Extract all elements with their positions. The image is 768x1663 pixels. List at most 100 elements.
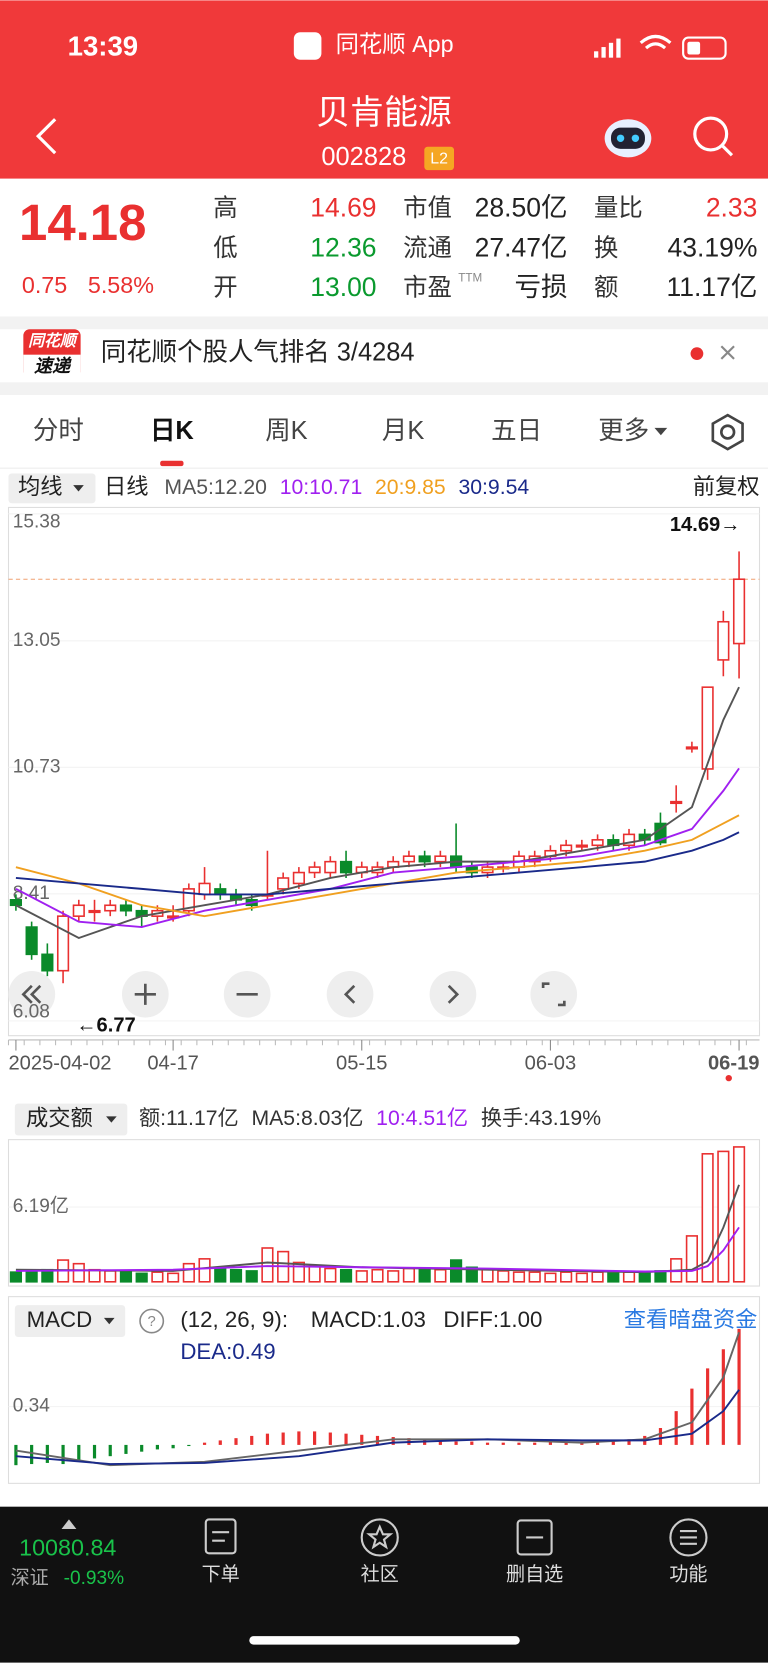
ma-selector-text: 均线: [18, 474, 63, 499]
home-indicator: [249, 1636, 520, 1645]
expand-arrow[interactable]: [61, 1519, 77, 1529]
volume-bar: [622, 1271, 636, 1283]
battery: [682, 36, 727, 60]
volume-bar: [324, 1267, 337, 1283]
volume-selector[interactable]: [14, 1103, 128, 1136]
ma-label: 10:10.71: [280, 476, 363, 499]
indicator-line: [15, 1389, 740, 1465]
nav-icons: [21, 982, 566, 1007]
volume-bar: [654, 1270, 667, 1283]
candle-body: [41, 953, 54, 972]
y-tick-label: 6.08: [13, 1001, 50, 1022]
candle-body: [277, 877, 290, 890]
footer-nav-item[interactable]: 社区: [361, 1564, 399, 1586]
volume-bar: [25, 1270, 38, 1283]
indicator-line: [15, 1226, 740, 1273]
y-tick-label: 10.73: [13, 756, 61, 777]
tab[interactable]: 分时: [33, 417, 84, 445]
banner-text[interactable]: 同花顺个股人气排名 3/4284: [101, 338, 415, 366]
field-label: 额: [594, 274, 618, 301]
candle-body: [198, 882, 211, 896]
candle-body: [560, 844, 573, 852]
clock: 13:39: [68, 30, 139, 61]
y-tick-label: 6.19亿: [13, 1195, 69, 1217]
field-value: 43.19%: [668, 233, 758, 263]
current-dot: [725, 1074, 732, 1082]
indicator-line: [15, 831, 740, 896]
candle-body: [670, 800, 683, 805]
back-button[interactable]: [35, 118, 57, 155]
nav-icons: [204, 1518, 708, 1557]
divider: [0, 382, 768, 395]
unread-dot: [690, 347, 704, 360]
candle-body: [575, 844, 588, 848]
field-value: 14.69: [310, 192, 376, 222]
logo-bottom: 速递: [34, 356, 72, 376]
dark-pool-link[interactable]: 查看暗盘资金: [624, 1307, 758, 1332]
help-icon[interactable]: [139, 1308, 165, 1334]
chart-nav: [8, 970, 578, 1018]
candle-body: [402, 855, 416, 863]
y-tick-label: 0.34: [13, 1396, 51, 1417]
footer-nav-item[interactable]: 下单: [202, 1564, 240, 1586]
footer-nav-item[interactable]: 删自选: [506, 1564, 563, 1586]
tabs: 分时 日K 周K 月K 五日 更多: [33, 417, 668, 467]
y-tick-label: 8.41: [13, 883, 50, 904]
nav-next[interactable]: [429, 970, 477, 1018]
candle-body: [88, 909, 101, 914]
x-tick-label: 06-03: [525, 1053, 577, 1075]
y-tick-label: 15.38: [13, 511, 61, 532]
tab[interactable]: 更多: [598, 417, 649, 445]
robot-button[interactable]: [604, 119, 652, 158]
field-value: 27.47亿: [475, 233, 568, 263]
footer-nav-item[interactable]: 功能: [669, 1564, 707, 1586]
index-value: 10080.84: [19, 1534, 116, 1560]
field-label: 高: [213, 195, 237, 222]
field-label: 量比: [594, 195, 643, 222]
volume-bar: [308, 1265, 321, 1283]
volume-bar: [560, 1271, 573, 1283]
ma-label: 20:9.85: [375, 476, 446, 499]
tab[interactable]: 日K: [150, 417, 194, 445]
volume-bar: [135, 1272, 148, 1283]
settings-button[interactable]: [711, 413, 744, 451]
volume-bar: [528, 1271, 541, 1283]
tab[interactable]: 周K: [265, 417, 307, 445]
diff-value: DIFF:1.00: [443, 1307, 542, 1332]
footer-nav: 下单 社区 删自选 功能: [202, 1564, 708, 1586]
fullscreen[interactable]: [530, 970, 578, 1018]
ma-selector[interactable]: [8, 473, 96, 504]
candle-body: [72, 904, 85, 917]
volume-bar: [72, 1262, 85, 1283]
volume-bar: [371, 1268, 384, 1283]
app-name: 同花顺 App: [336, 31, 454, 57]
candle-body: [701, 686, 714, 770]
nav-prev[interactable]: [326, 970, 374, 1018]
volume-frame: [7, 1139, 761, 1287]
volume-bar: [387, 1270, 400, 1283]
volume-bar: [88, 1268, 101, 1283]
volume-bar: [481, 1268, 494, 1283]
price: 14.18: [19, 194, 146, 251]
volume-bar: [418, 1268, 431, 1283]
low-label: ←6.77: [76, 1014, 135, 1036]
adjust[interactable]: 前复权: [693, 474, 760, 499]
indicator-line: [15, 767, 740, 929]
y-tick-label: 13.05: [13, 630, 61, 651]
search-button[interactable]: [693, 116, 734, 157]
volume-bar: [229, 1268, 243, 1283]
tab[interactable]: 月K: [382, 417, 424, 445]
close-button[interactable]: [720, 345, 735, 360]
volume-label: 换手:43.19%: [481, 1106, 601, 1130]
volume-bar: [607, 1272, 620, 1283]
logo-top: 同花顺: [28, 332, 79, 350]
macd-value: MACD:1.03: [311, 1307, 426, 1332]
volume-bar: [465, 1266, 478, 1283]
volume-bar: [119, 1271, 133, 1283]
indicator-line: [15, 814, 740, 918]
field-value: 28.50亿: [475, 192, 568, 222]
level-text: L2: [430, 151, 448, 168]
tab[interactable]: 五日: [491, 417, 542, 445]
macd-selector[interactable]: [14, 1305, 126, 1337]
volume-bar: [292, 1261, 305, 1283]
